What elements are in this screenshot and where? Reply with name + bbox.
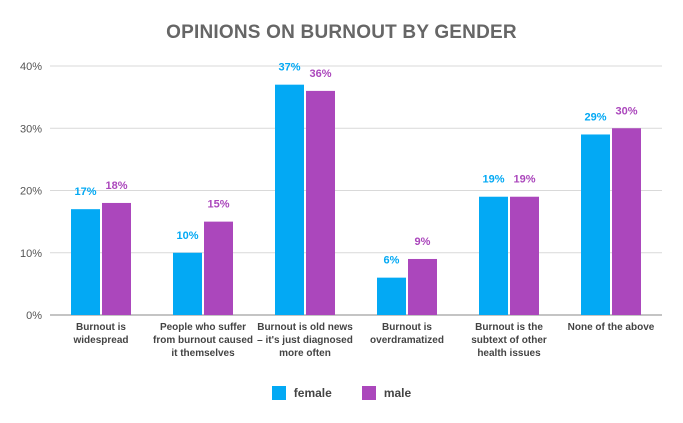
x-tick-label: Burnout is the subtext of other health i… [471, 322, 547, 359]
x-tick-label: Burnout is old news – it's just diagnose… [257, 322, 353, 359]
data-label-male: 18% [105, 180, 127, 192]
y-tick-label: 10% [20, 248, 42, 260]
bar-male [510, 196, 539, 315]
legend-label-female: female [293, 386, 332, 400]
data-label-male: 15% [207, 199, 229, 211]
bar-female [275, 84, 304, 315]
y-tick-label: 40% [20, 61, 42, 73]
y-tick-label: 0% [26, 310, 42, 322]
chart-title: OPINIONS ON BURNOUT BY GENDER [166, 22, 517, 43]
bar-female [71, 209, 100, 315]
data-label-male: 30% [615, 105, 637, 117]
bar-male [612, 128, 641, 315]
x-tick-label: People who suffer from burnout caused it… [153, 322, 254, 359]
bar-female [377, 277, 406, 315]
data-label-female: 37% [278, 62, 300, 74]
x-tick-label: None of the above [567, 322, 655, 333]
legend-swatch-female [271, 386, 286, 400]
y-tick-label: 30% [20, 123, 42, 135]
bar-male [408, 258, 437, 315]
bar-female [479, 196, 508, 315]
legend-swatch-male [361, 386, 376, 400]
bar-male [102, 202, 131, 315]
legend-item-male: male [361, 386, 412, 400]
legend: female male [0, 386, 683, 400]
data-label-female: 19% [482, 174, 504, 186]
bar-female [173, 252, 202, 315]
legend-item-female: female [271, 386, 332, 400]
data-label-female: 6% [384, 255, 400, 267]
bar-female [581, 134, 610, 315]
data-label-male: 9% [415, 236, 431, 248]
data-label-male: 36% [309, 68, 331, 80]
data-label-female: 17% [74, 186, 96, 198]
legend-label-male: male [383, 386, 412, 400]
bar-male [306, 90, 335, 316]
x-tick-label: Burnout is widespread [73, 322, 129, 346]
y-tick-label: 20% [20, 186, 42, 198]
data-label-female: 10% [176, 230, 198, 242]
data-label-female: 29% [584, 111, 606, 123]
data-label-male: 19% [513, 174, 535, 186]
x-tick-label: Burnout is overdramatized [370, 322, 444, 346]
bar-male [204, 221, 233, 315]
